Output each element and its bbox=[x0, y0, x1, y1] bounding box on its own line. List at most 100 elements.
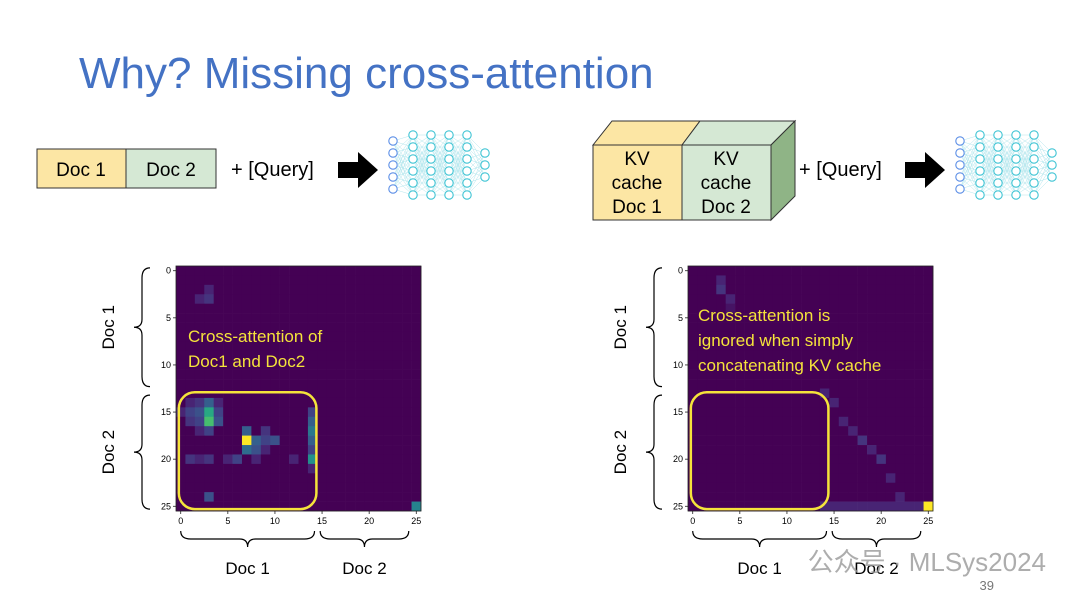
block-label: Doc 1 bbox=[56, 160, 106, 181]
heatmap-cell bbox=[204, 284, 214, 295]
heatmap-cell bbox=[307, 416, 318, 427]
heatmap-cell bbox=[753, 369, 764, 380]
heatmap-cell bbox=[223, 492, 233, 502]
heatmap-cell bbox=[904, 435, 915, 446]
heatmap-cell bbox=[801, 463, 811, 474]
heatmap-cell bbox=[241, 369, 252, 380]
heatmap-cell bbox=[373, 341, 384, 352]
heatmap-cell bbox=[829, 360, 840, 370]
heatmap-cell bbox=[735, 275, 745, 286]
heatmap-cell bbox=[791, 369, 802, 380]
heatmap-cell bbox=[392, 482, 403, 493]
heatmap-cell bbox=[744, 275, 755, 286]
heatmap-cell bbox=[763, 284, 774, 295]
heatmap-cell bbox=[725, 369, 736, 380]
heatmap-cell bbox=[326, 275, 337, 286]
heatmap-cell bbox=[279, 492, 290, 502]
annotation: ignored when simply bbox=[698, 331, 853, 350]
heatmap-cell bbox=[194, 266, 205, 276]
heatmap-cell bbox=[289, 369, 299, 380]
heatmap-cell bbox=[876, 473, 887, 484]
heatmap-cell bbox=[829, 266, 840, 276]
heatmap-cell bbox=[895, 416, 906, 427]
net-node bbox=[955, 184, 965, 194]
heatmap-cell bbox=[204, 473, 214, 484]
heatmap-cell bbox=[791, 492, 802, 502]
heatmap-cell bbox=[867, 435, 877, 446]
heatmap-cell bbox=[876, 313, 887, 323]
brace bbox=[831, 530, 922, 548]
heatmap-cell bbox=[383, 492, 394, 502]
heatmap-cell bbox=[411, 275, 422, 286]
heatmap-cell bbox=[697, 501, 708, 512]
heatmap-cell bbox=[241, 360, 252, 370]
heatmap-cell bbox=[716, 369, 726, 380]
heatmap-cell bbox=[383, 284, 394, 295]
heatmap-cell bbox=[326, 445, 337, 455]
heatmap-cell bbox=[336, 407, 346, 418]
heatmap-cell bbox=[819, 313, 830, 323]
heatmap-cell bbox=[194, 284, 205, 295]
heatmap-cell bbox=[355, 369, 365, 380]
net-edge bbox=[997, 146, 1017, 196]
heatmap-cell bbox=[345, 294, 356, 304]
heatmap-cell bbox=[753, 501, 764, 512]
col-group-label: Doc 1 bbox=[737, 559, 781, 578]
heatmap-cell bbox=[213, 322, 224, 333]
heatmap-cell bbox=[392, 492, 403, 502]
net-edge bbox=[1033, 164, 1053, 196]
heatmap-cell bbox=[885, 341, 896, 352]
heatmap-cell bbox=[204, 407, 214, 418]
heatmap-cell bbox=[867, 426, 877, 436]
heatmap-cell bbox=[848, 275, 858, 286]
heatmap-cell bbox=[411, 397, 422, 408]
heatmap-cell bbox=[345, 416, 356, 427]
heatmap-cell bbox=[923, 473, 934, 484]
heatmap-cell bbox=[364, 492, 375, 502]
heatmap-cell bbox=[782, 473, 792, 484]
heatmap-cell bbox=[829, 463, 840, 474]
net-edge bbox=[448, 158, 468, 196]
heatmap-cell bbox=[383, 416, 394, 427]
heatmap-cell bbox=[260, 284, 271, 295]
heatmap-cell bbox=[213, 369, 224, 380]
kv-block bbox=[592, 144, 683, 221]
x-tick-label: 0 bbox=[690, 516, 695, 526]
heatmap-cell bbox=[753, 379, 764, 389]
heatmap-cell bbox=[914, 435, 924, 446]
net-node bbox=[1011, 154, 1021, 164]
heatmap-cell bbox=[876, 369, 887, 380]
heatmap-cell bbox=[706, 379, 717, 389]
heatmap-cell bbox=[904, 416, 915, 427]
heatmap-cell bbox=[223, 350, 233, 361]
net-node bbox=[408, 178, 418, 188]
heatmap-cell bbox=[345, 350, 356, 361]
heatmap-cell bbox=[194, 501, 205, 512]
heatmap-cell bbox=[838, 303, 849, 314]
heatmap-cell bbox=[848, 501, 858, 512]
heatmap-cell bbox=[241, 482, 252, 493]
heatmap-cell bbox=[307, 482, 318, 493]
heatmap-cell bbox=[763, 426, 774, 436]
heatmap-cell bbox=[848, 331, 858, 342]
heatmap-cell bbox=[402, 388, 412, 399]
heatmap-cell bbox=[867, 313, 877, 323]
net-node bbox=[1029, 154, 1039, 164]
heatmap-cell bbox=[848, 407, 858, 418]
heatmap-cell bbox=[402, 350, 412, 361]
heatmap-cell bbox=[298, 275, 309, 286]
heatmap-cell bbox=[857, 388, 868, 399]
heatmap-cell bbox=[885, 435, 896, 446]
heatmap-cell bbox=[373, 454, 384, 465]
heatmap-cell bbox=[735, 303, 745, 314]
heatmap-cell bbox=[867, 463, 877, 474]
heatmap-cell bbox=[838, 341, 849, 352]
heatmap-cell bbox=[336, 275, 346, 286]
heatmap-cell bbox=[801, 294, 811, 304]
heatmap-cell bbox=[373, 294, 384, 304]
heatmap-cell bbox=[867, 379, 877, 389]
heatmap-cell bbox=[251, 463, 262, 474]
heatmap-cell bbox=[185, 492, 196, 502]
heatmap-cell bbox=[194, 454, 205, 465]
heatmap-cell bbox=[241, 350, 252, 361]
